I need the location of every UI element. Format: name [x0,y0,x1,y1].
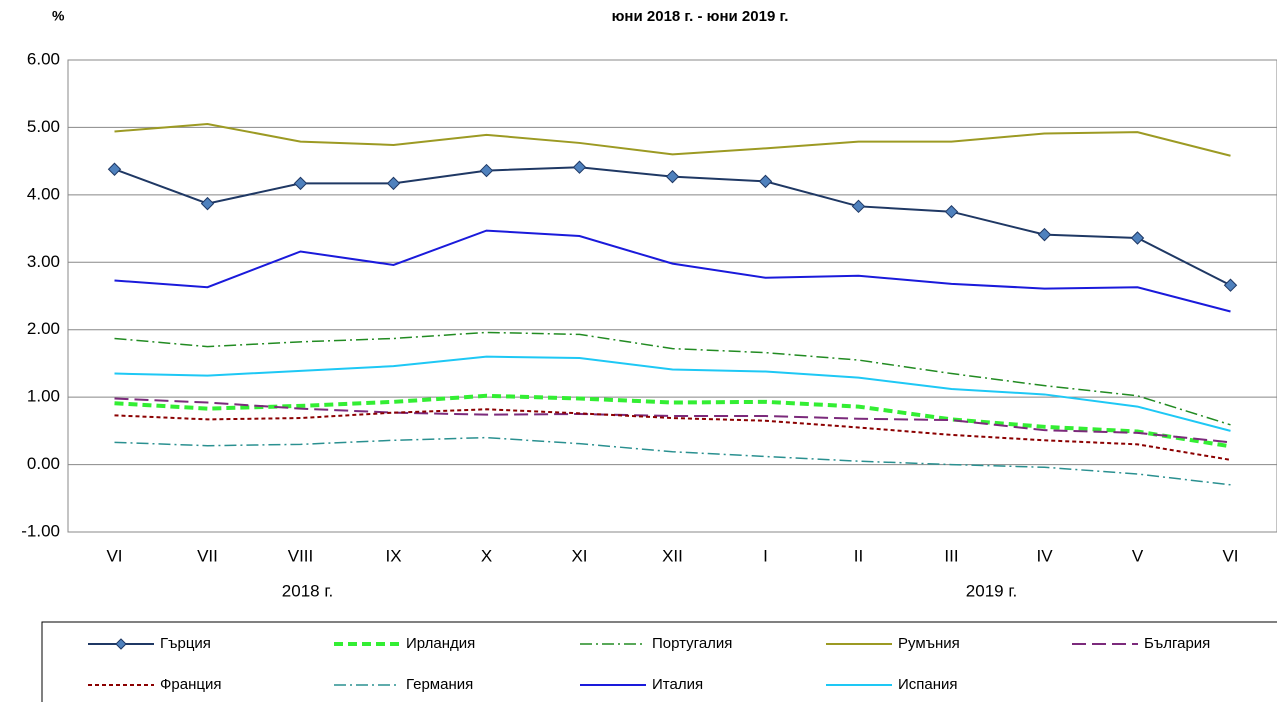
series-line [114,166,1231,287]
x-tick-label: IX [385,546,401,565]
point-marker [665,169,680,184]
series-line [114,123,1231,157]
point-marker [851,199,866,214]
x-tick-label: VI [106,546,122,565]
legend-label: Испания [898,676,958,693]
series-line [114,393,1231,449]
y-tick-label: -1.00 [21,521,60,540]
point-marker [944,205,959,219]
x-tick-label: VIII [288,546,314,565]
year-label: 2019 г. [966,581,1017,600]
y-tick-label: 1.00 [27,387,60,406]
series-line [114,229,1231,313]
point-marker [479,163,494,178]
point-marker [758,174,773,189]
point-marker [107,162,122,176]
legend-label: Ирландия [406,635,475,652]
y-tick-label: 0.00 [27,454,60,473]
point-marker [1223,278,1238,292]
series-line [114,331,1231,426]
x-tick-label: I [763,546,768,565]
series-line [114,397,1231,444]
legend-label: Португалия [652,635,732,652]
legend-label: Италия [652,676,703,693]
x-tick-label: XI [571,546,587,565]
legend-marker [115,638,127,650]
series-line [114,355,1231,432]
y-tick-label: 5.00 [27,117,60,136]
point-marker [386,176,401,191]
series-line [114,436,1231,486]
plot-frame [67,59,1277,533]
y-tick-label: 3.00 [27,252,60,271]
legend-label: Румъния [898,635,960,652]
point-marker [572,160,587,174]
legend-label: Германия [406,676,473,693]
x-tick-label: III [944,546,958,565]
point-marker [200,196,215,211]
x-tick-label: II [854,546,863,565]
legend-label: България [1144,635,1210,652]
point-marker [1130,231,1145,245]
legend-label: Гърция [160,635,211,652]
x-tick-label: XII [662,546,683,565]
x-tick-label: VI [1222,546,1238,565]
x-tick-label: X [481,546,492,565]
legend-label: Франция [160,676,221,693]
y-axis-label: % [52,8,65,24]
x-tick-label: V [1132,546,1144,565]
y-tick-label: 2.00 [27,319,60,338]
series-line [114,408,1231,461]
point-marker [1037,227,1052,242]
y-tick-label: 4.00 [27,184,60,203]
chart-title: юни 2018 г. - юни 2019 г. [612,8,789,25]
point-marker [293,176,308,191]
x-tick-label: VII [197,546,218,565]
y-tick-label: 6.00 [27,49,60,68]
legend-box [41,621,1277,702]
x-tick-label: IV [1036,546,1053,565]
year-label: 2018 г. [282,581,333,600]
